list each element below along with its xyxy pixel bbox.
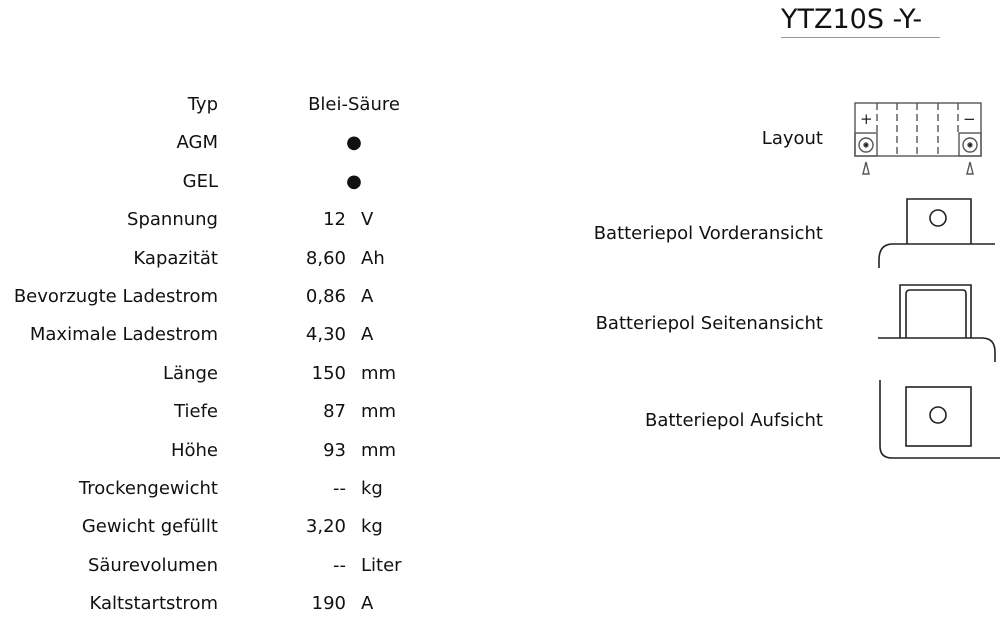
spec-row: Bevorzugte Ladestrom 0,86 A	[0, 285, 1000, 309]
spec-label: Trockengewicht	[78, 478, 218, 499]
top-view-label: Batteriepol Aufsicht	[644, 410, 823, 431]
spec-value: --	[333, 554, 346, 576]
terminal-top-view-diagram	[879, 380, 1000, 459]
spec-value: 8,60	[305, 247, 346, 269]
spec-row: Maximale Ladestrom 4,30 A	[0, 323, 1000, 347]
terminal-front-view-diagram	[878, 198, 995, 268]
spec-unit: kg	[361, 478, 383, 499]
spec-value: 12	[323, 209, 346, 231]
spec-row: Trockengewicht -- kg	[0, 477, 1000, 501]
spec-row: Kapazität 8,60 Ah	[0, 247, 1000, 271]
spec-unit: Liter	[361, 554, 402, 576]
spec-unit: mm	[361, 362, 397, 384]
spec-row: Spannung 12 V	[0, 208, 1000, 232]
spec-unit: A	[361, 286, 374, 307]
spec-row: Tiefe 87 mm	[0, 400, 1000, 424]
spec-row: Gewicht gefüllt 3,20 kg	[0, 515, 1000, 539]
spec-label: Maximale Ladestrom	[29, 324, 218, 346]
side-view-label: Batteriepol Seitenansicht	[595, 313, 823, 334]
battery-layout-diagram: + −	[854, 102, 982, 175]
spec-value: Blei-Säure	[308, 94, 400, 115]
spec-row: Höhe 93 mm	[0, 439, 1000, 463]
front-view-row: Batteriepol Vorderansicht	[0, 222, 1000, 246]
spec-unit: mm	[361, 439, 397, 461]
side-view-row: Batteriepol Seitenansicht	[0, 312, 1000, 336]
spec-unit: mm	[361, 401, 397, 423]
spec-label: Typ	[187, 94, 218, 115]
spec-value: 150	[311, 362, 346, 384]
spec-label: Kapazität	[133, 247, 218, 269]
spec-unit: kg	[361, 516, 383, 538]
spec-label: GEL	[182, 170, 218, 192]
spec-label: Säurevolumen	[87, 554, 218, 576]
spec-unit: Ah	[361, 247, 385, 269]
spec-unit: V	[361, 209, 374, 231]
spec-label: Bevorzugte Ladestrom	[13, 286, 218, 307]
spec-label: Höhe	[170, 439, 218, 461]
spec-label: AGM	[176, 132, 218, 154]
spec-value: ●	[346, 170, 362, 192]
minus-terminal-label: −	[963, 110, 976, 128]
spec-value: ●	[346, 132, 362, 154]
spec-label: Kaltstartstrom	[89, 593, 219, 615]
spec-row: AGM ●	[0, 131, 1000, 155]
spec-label: Gewicht gefüllt	[81, 516, 218, 538]
spec-label: Spannung	[127, 209, 218, 231]
spec-label: Tiefe	[174, 401, 218, 423]
spec-unit: A	[361, 324, 374, 346]
front-view-label: Batteriepol Vorderansicht	[593, 223, 823, 244]
model-title: YTZ10S -Y-	[781, 4, 940, 38]
spec-value: --	[333, 478, 346, 499]
spec-row: GEL ●	[0, 170, 1000, 194]
plus-terminal-label: +	[860, 110, 873, 128]
spec-value: 4,30	[305, 324, 346, 346]
spec-value: 87	[323, 401, 346, 423]
layout-row: Layout	[0, 127, 1000, 151]
spec-row: Typ Blei-Säure	[0, 93, 1000, 117]
top-view-row: Batteriepol Aufsicht	[0, 409, 1000, 433]
spec-unit: A	[361, 593, 374, 615]
terminal-side-view-diagram	[878, 284, 996, 362]
spec-value: 0,86	[305, 286, 346, 307]
spec-value: 3,20	[305, 516, 346, 538]
spec-label: Länge	[163, 362, 218, 384]
spec-row: Kaltstartstrom 190 A	[0, 592, 1000, 616]
spec-value: 93	[323, 439, 346, 461]
spec-row: Säurevolumen -- Liter	[0, 554, 1000, 578]
spec-value: 190	[311, 593, 346, 615]
layout-label: Layout	[761, 128, 823, 149]
spec-row: Länge 150 mm	[0, 362, 1000, 386]
